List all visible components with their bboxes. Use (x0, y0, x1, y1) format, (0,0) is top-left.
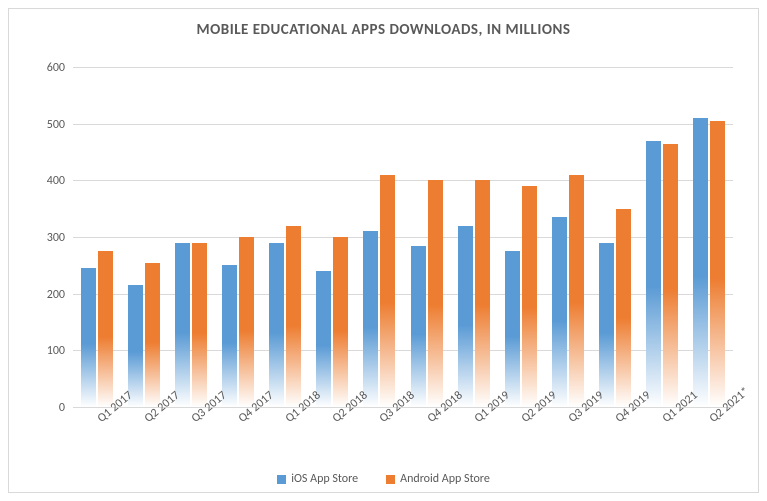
bar (646, 141, 661, 407)
bar (599, 243, 614, 407)
bar (522, 186, 537, 407)
legend-label: Android App Store (400, 472, 490, 486)
x-tick-label: Q2 2021* (707, 415, 716, 426)
legend-item: iOS App Store (277, 472, 358, 486)
y-tick-label: 100 (47, 344, 73, 358)
x-axis-labels: Q1 2017 Q2 2017 Q3 2017 Q4 2017 Q1 2018 Q2 20… (73, 407, 733, 467)
x-tick-label: Q1 2021 (660, 415, 669, 426)
x-tick-label: Q1 2017 (95, 415, 104, 426)
bar (333, 237, 348, 407)
bar (505, 251, 520, 407)
bar (569, 175, 584, 407)
legend-item: Android App Store (386, 472, 490, 486)
bar (81, 268, 96, 407)
x-tick-label: Q4 2019 (613, 415, 622, 426)
chart-title: MOBILE EDUCATIONAL APPS DOWNLOADS, IN MI… (9, 21, 758, 39)
bar (428, 180, 443, 407)
y-tick-label: 300 (47, 231, 73, 245)
bar (286, 226, 301, 407)
y-tick-label: 600 (47, 61, 73, 75)
bar (411, 246, 426, 408)
bar (552, 217, 567, 407)
y-tick-label: 200 (47, 288, 73, 302)
x-tick-label: Q1 2019 (472, 415, 481, 426)
x-tick-label: Q1 2018 (283, 415, 292, 426)
x-tick-label: Q2 2019 (519, 415, 528, 426)
bar (269, 243, 284, 407)
y-tick-label: 400 (47, 174, 73, 188)
x-tick-label: Q4 2018 (425, 415, 434, 426)
bar (710, 121, 725, 407)
bar (458, 226, 473, 407)
x-tick-label: Q2 2017 (142, 415, 151, 426)
chart-frame: MOBILE EDUCATIONAL APPS DOWNLOADS, IN MI… (8, 8, 759, 493)
bar (239, 237, 254, 407)
legend: iOS App Store Android App Store (9, 472, 758, 486)
legend-swatch (277, 475, 286, 484)
bar (475, 180, 490, 407)
bar (98, 251, 113, 407)
plot-area: 0100200300400500600 (73, 67, 733, 407)
bars-layer (73, 67, 733, 407)
legend-label: iOS App Store (291, 472, 358, 486)
y-tick-label: 0 (59, 401, 73, 415)
bar (316, 271, 331, 407)
bar (363, 231, 378, 407)
bar (616, 209, 631, 407)
x-tick-label: Q3 2019 (566, 415, 575, 426)
x-tick-label: Q2 2018 (330, 415, 339, 426)
bar (222, 265, 237, 407)
bar (693, 118, 708, 407)
bar (380, 175, 395, 407)
bar (128, 285, 143, 407)
bar (145, 263, 160, 408)
y-tick-label: 500 (47, 118, 73, 132)
bar (663, 144, 678, 408)
x-tick-label: Q4 2017 (236, 415, 245, 426)
x-tick-label: Q3 2018 (377, 415, 386, 426)
legend-swatch (386, 475, 395, 484)
bar (192, 243, 207, 407)
bar (175, 243, 190, 407)
x-tick-label: Q3 2017 (189, 415, 198, 426)
